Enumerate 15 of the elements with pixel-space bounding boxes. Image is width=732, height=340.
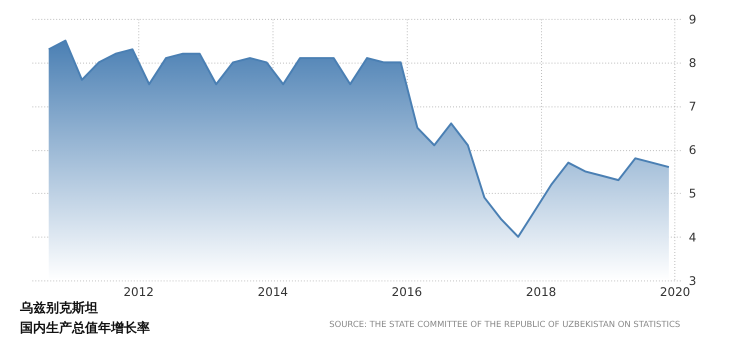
x-tick-label: 2014 (258, 284, 288, 299)
x-tick-label: 2018 (526, 284, 556, 299)
source-note: SOURCE: THE STATE COMMITTEE OF THE REPUBLIC OF UZBEKISTAN ON STATISTICS (329, 319, 680, 330)
x-tick-label: 2012 (123, 284, 154, 299)
y-tick-label: 9 (688, 12, 696, 26)
text: 乌兹别克斯坦 (18, 300, 98, 316)
y-tick-label: 8 (688, 56, 696, 70)
y-tick-label: 6 (688, 143, 696, 158)
y-tick-label: 4 (688, 230, 696, 244)
text: 国内生产总值年增长率 (20, 320, 150, 336)
y-tick-label: 5 (688, 186, 696, 201)
x-tick-label: 2020 (660, 284, 690, 299)
y-tick-label: 3 (688, 274, 696, 288)
y-tick-label: 7 (688, 99, 696, 114)
x-tick-label: 2016 (392, 284, 422, 299)
